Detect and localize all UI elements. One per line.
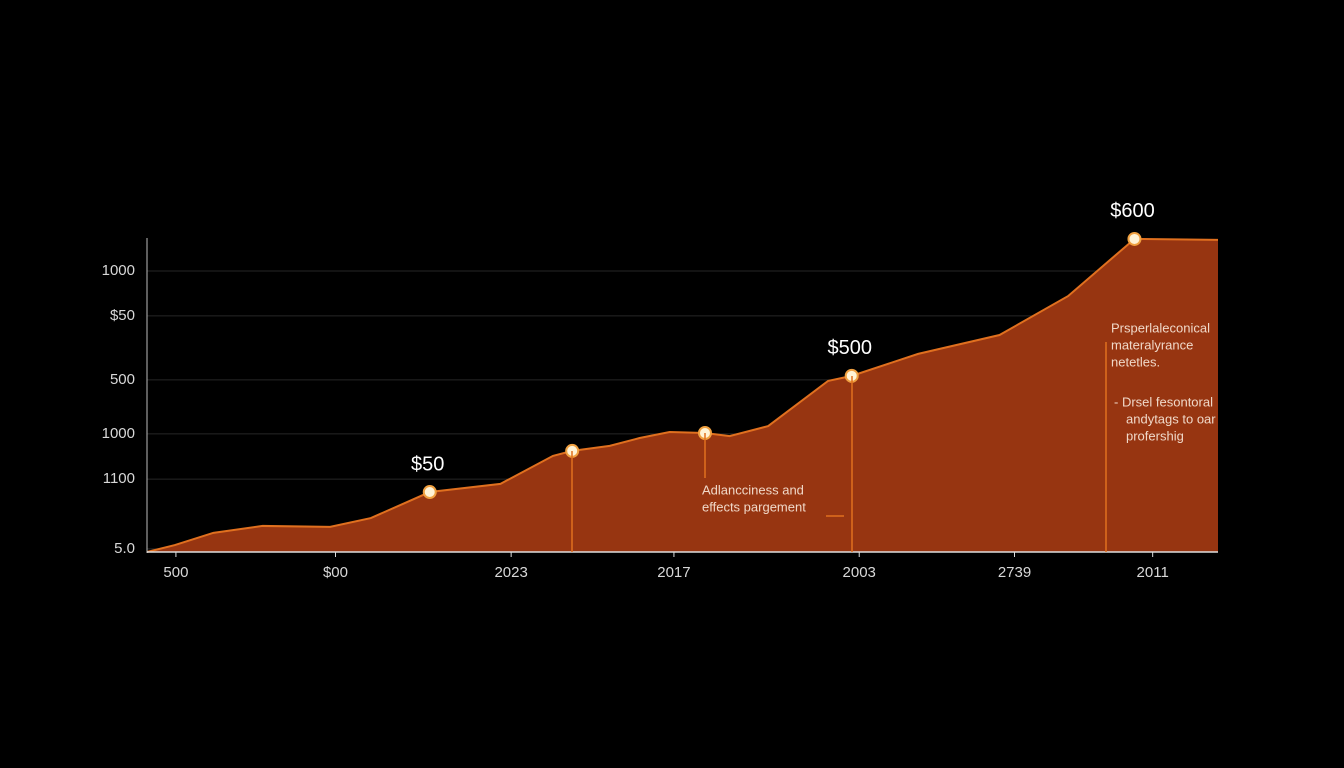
y-tick-label: $50	[110, 307, 135, 324]
x-tick-label: 2011	[1137, 564, 1169, 581]
y-tick-label: 500	[110, 371, 135, 388]
area-line	[146, 237, 1219, 553]
marker-label: $500	[827, 337, 872, 359]
x-tick-label: 2017	[657, 564, 690, 581]
annotation: profershig	[1126, 428, 1184, 443]
x-tick-label: 500	[163, 564, 188, 581]
x-tick-label: $00	[323, 564, 348, 581]
marker	[1127, 231, 1142, 246]
x-tick-label: 2739	[998, 564, 1031, 581]
marker-label: $600	[1110, 200, 1155, 222]
annotation: Prsperlaleconical	[1111, 320, 1210, 335]
annotation: materalyrance	[1111, 337, 1193, 352]
y-tick-label: 1100	[103, 470, 135, 487]
plot-area: $50 $500 $600	[146, 200, 1219, 553]
y-tick-label: 5.0	[114, 540, 135, 557]
x-tick-label: 2023	[494, 564, 527, 581]
annotation: Adlancciness and	[702, 482, 804, 497]
annotations: Adlancciness and effects pargement Prsperl…	[702, 320, 1216, 514]
area	[147, 238, 1218, 552]
annotation: effects pargement	[702, 499, 806, 514]
annotation: netetles.	[1111, 354, 1160, 369]
marker	[422, 485, 437, 500]
annotation: - Drsel fesontoral	[1114, 394, 1213, 409]
marker-label: $50	[411, 453, 444, 475]
y-tick-label: 1000	[102, 425, 135, 442]
y-tick-label: 1000	[102, 262, 135, 279]
x-tick-label: 2003	[843, 564, 876, 581]
annotation: andytags to oar	[1126, 411, 1216, 426]
